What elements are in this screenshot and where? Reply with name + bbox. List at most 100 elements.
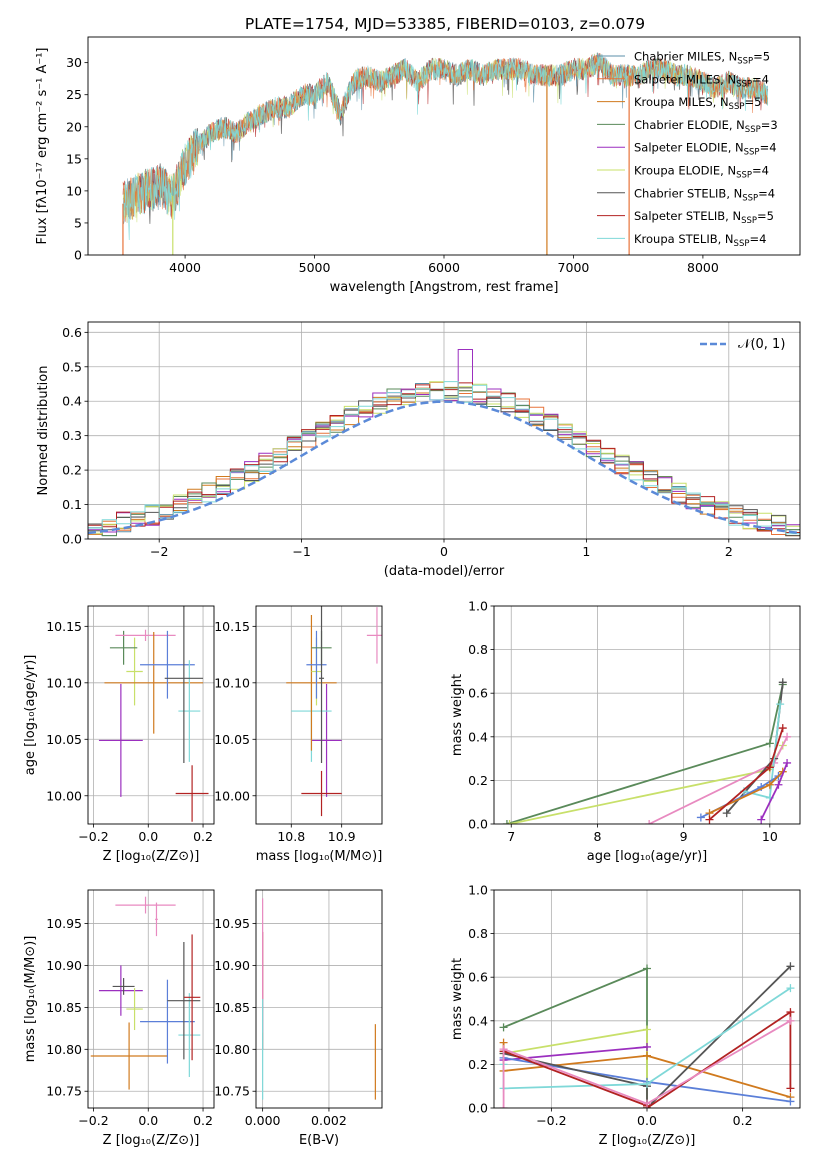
legend-label: 𝒩(0, 1) [738, 337, 785, 352]
legend-label: Kroupa STELIB, NSSP=4 [634, 232, 766, 249]
plot-area-weight_vs_age [494, 606, 800, 824]
y-axis-label: Normed distribution [36, 366, 51, 496]
y-tick-label: 0.3 [62, 428, 82, 443]
y-tick-label: 0.0 [62, 532, 82, 547]
weight-line [503, 1010, 792, 1108]
y-tick-label: 10.00 [214, 788, 250, 803]
legend-label: Salpeter STELIB, NSSP=5 [634, 209, 774, 226]
y-axis-label: age [log₁₀(age/yr)] [23, 655, 38, 776]
plot-area-weight_vs_z [494, 890, 800, 1108]
plot-area-mass_vs_z [88, 890, 214, 1108]
y-axis-label: mass weight [450, 674, 465, 756]
weight-marker [643, 1025, 651, 1034]
y-axis-label: Flux [fλ10⁻¹⁷ erg cm⁻² s⁻¹ A⁻¹] [35, 48, 50, 245]
y-tick-label: 0.4 [62, 394, 82, 409]
x-tick-label: −0.2 [536, 1113, 566, 1128]
axes-frame [493, 889, 801, 1109]
weight-marker [499, 1104, 508, 1108]
legend-label: Kroupa ELODIE, NSSP=4 [634, 164, 769, 181]
weight-marker [765, 763, 774, 772]
y-tick-label: 10.15 [214, 619, 250, 634]
weight-marker [765, 780, 774, 789]
x-tick-label: 2 [725, 544, 733, 559]
weight-marker [776, 700, 785, 709]
legend-label: Salpeter ELODIE, NSSP=4 [634, 141, 777, 158]
weight-marker [643, 1080, 651, 1089]
weight-line [506, 684, 784, 824]
y-tick-label: 0.8 [468, 642, 488, 657]
y-tick-label: 10.90 [46, 958, 82, 973]
axes-frame [255, 889, 383, 1109]
axes-weight_vs_z: −0.2 0.0 0.2 0.0 0.2 0.4 0.6 0.8 1.0 Z [log₁₀(Z/Z… [450, 883, 801, 1148]
y-tick-label: 10.05 [46, 732, 82, 747]
y-tick-label: 10.95 [46, 916, 82, 931]
x-tick-label: 0.0 [637, 1113, 657, 1128]
y-tick-label: 0.8 [468, 926, 488, 941]
spectrum-line [122, 52, 768, 241]
y-tick-label: 5 [74, 215, 82, 230]
x-tick-label: 7 [507, 829, 515, 844]
x-tick-label: 0.2 [193, 1113, 213, 1128]
weight-marker [786, 1084, 795, 1093]
weight-marker [757, 815, 766, 824]
plot-area-age_vs_z [88, 606, 214, 824]
chart-layer: 4000 5000 6000 7000 8000051015202530waveleng… [23, 36, 801, 1148]
legend-label: Chabrier STELIB, NSSP=4 [634, 186, 775, 203]
x-tick-label: −2 [150, 544, 168, 559]
x-tick-label: 0.002 [311, 1113, 347, 1128]
weight-marker [774, 780, 783, 789]
axes-age_vs_z: −0.2 0.0 0.2 10.00 10.05 10.10 10.15 Z [log₁₀(Z… [23, 605, 215, 864]
x-axis-label: Z [log₁₀(Z/Z⊙)] [103, 1133, 200, 1148]
x-tick-label: 0.2 [193, 829, 213, 844]
weight-marker [778, 678, 787, 687]
weight-marker [643, 1099, 651, 1108]
y-tick-label: 0.6 [62, 325, 82, 340]
x-tick-label: 1 [582, 544, 590, 559]
y-tick-label: 10.15 [46, 619, 82, 634]
plot-area-spectrum [122, 52, 768, 255]
y-tick-label: 0.1 [62, 497, 82, 512]
y-tick-label: 10.00 [46, 788, 82, 803]
x-axis-label: wavelength [Angstrom, rest frame] [330, 280, 559, 295]
x-axis-label: mass [log₁₀(M/M⊙)] [256, 849, 383, 864]
x-tick-label: 10 [762, 829, 778, 844]
weight-marker [786, 1008, 795, 1017]
y-tick-label: 10.85 [46, 1000, 82, 1015]
axes-residuals: −2 −1 0 1 2 0.0 0.1 0.2 0.3 0.4 0.5 0.6 (data-model)… [36, 321, 801, 579]
x-tick-label: 0.2 [733, 1113, 753, 1128]
axes-mass_vs_z: −0.2 0.0 0.2 10.75 10.80 10.85 10.90 10.95 Z [lo… [23, 889, 215, 1148]
weight-marker [722, 809, 731, 818]
y-tick-label: 0.6 [468, 686, 488, 701]
x-axis-label: E(B-V) [299, 1133, 339, 1148]
x-tick-label: −0.2 [78, 1113, 108, 1128]
x-tick-label: 8 [593, 829, 601, 844]
x-axis-label: Z [log₁₀(Z/Z⊙)] [599, 1133, 696, 1148]
y-tick-label: 10.75 [214, 1084, 250, 1099]
y-tick-label: 10.10 [46, 675, 82, 690]
axes-frame [87, 605, 215, 825]
y-tick-label: 1.0 [468, 599, 488, 614]
y-tick-label: 10.05 [214, 732, 250, 747]
weight-marker [499, 1045, 508, 1054]
x-tick-label: 10.8 [277, 829, 305, 844]
weight-marker [783, 732, 792, 741]
weight-marker [502, 820, 511, 824]
legend-label: Chabrier ELODIE, NSSP=3 [634, 118, 778, 135]
x-tick-label: −0.2 [78, 829, 108, 844]
weight-marker [786, 1097, 795, 1106]
normal-curve [88, 400, 800, 535]
y-tick-label: 0.5 [62, 359, 82, 374]
y-tick-label: 10.85 [214, 1000, 250, 1015]
weight-marker [505, 820, 514, 824]
x-tick-label: 8000 [687, 260, 719, 275]
y-tick-label: 10.80 [46, 1042, 82, 1057]
x-tick-label: 0.0 [138, 1113, 158, 1128]
weight-marker [786, 984, 795, 993]
weight-marker [645, 820, 654, 824]
y-tick-label: 10 [66, 183, 82, 198]
weight-marker [778, 724, 787, 733]
weight-marker [643, 1051, 651, 1060]
y-tick-label: 10.75 [46, 1084, 82, 1099]
y-tick-label: 0.2 [468, 773, 488, 788]
